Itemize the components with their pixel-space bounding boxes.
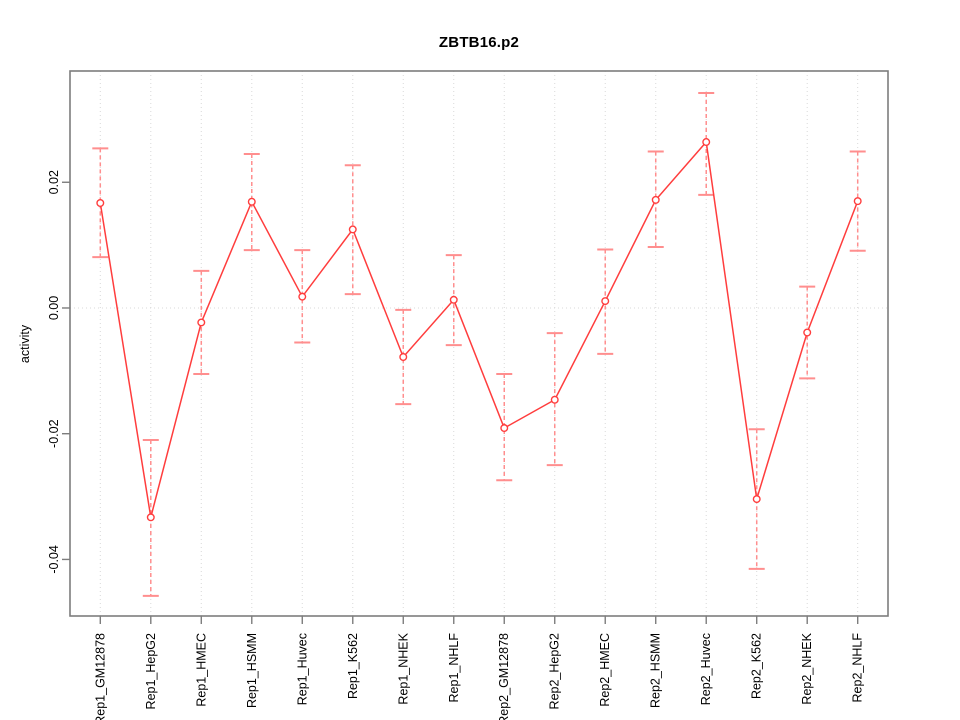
- chart-title: ZBTB16.p2: [438, 34, 520, 51]
- x-tick-label: Rep2_NHLF: [851, 633, 865, 703]
- x-tick-label: Rep2_HMEC: [598, 633, 612, 707]
- x-tick-label: Rep2_GM12878: [497, 633, 511, 720]
- y-tick-label: 0.00: [47, 296, 61, 320]
- x-tick-label: Rep2_Huvec: [699, 633, 713, 705]
- y-tick-label: -0.02: [47, 419, 61, 448]
- x-tick-label: Rep1_HepG2: [144, 633, 158, 709]
- data-point: [298, 292, 307, 301]
- data-point: [601, 297, 610, 306]
- x-tick-label: Rep2_NHEK: [800, 632, 814, 704]
- data-point: [651, 195, 660, 204]
- data-point: [752, 495, 761, 504]
- x-tick-label: Rep1_GM12878: [93, 633, 107, 720]
- x-tick-label: Rep1_HMEC: [194, 633, 208, 707]
- data-point: [853, 197, 862, 206]
- data-point: [550, 395, 559, 404]
- x-tick-label: Rep2_K562: [750, 633, 764, 699]
- data-point: [803, 328, 812, 337]
- x-tick-label: Rep1_NHLF: [447, 633, 461, 703]
- data-point: [247, 197, 256, 206]
- y-tick-label: -0.04: [47, 545, 61, 574]
- data-point: [348, 225, 357, 234]
- data-point: [399, 353, 408, 362]
- series-line: [99, 140, 859, 518]
- x-tick-label: Rep2_HepG2: [548, 633, 562, 709]
- data-point: [702, 138, 711, 147]
- data-point: [500, 424, 509, 433]
- x-tick-label: Rep2_HSMM: [649, 633, 663, 708]
- data-point: [197, 318, 206, 327]
- x-tick-label: Rep1_K562: [346, 633, 360, 699]
- x-tick-label: Rep1_HSMM: [245, 633, 259, 708]
- data-point: [449, 295, 458, 304]
- y-tick-label: 0.02: [47, 170, 61, 194]
- plot-border: [69, 70, 889, 617]
- x-tick-label: Rep1_Huvec: [295, 633, 309, 705]
- x-tick-label: Rep1_NHEK: [396, 632, 410, 704]
- data-point: [96, 199, 105, 208]
- data-point: [146, 513, 155, 522]
